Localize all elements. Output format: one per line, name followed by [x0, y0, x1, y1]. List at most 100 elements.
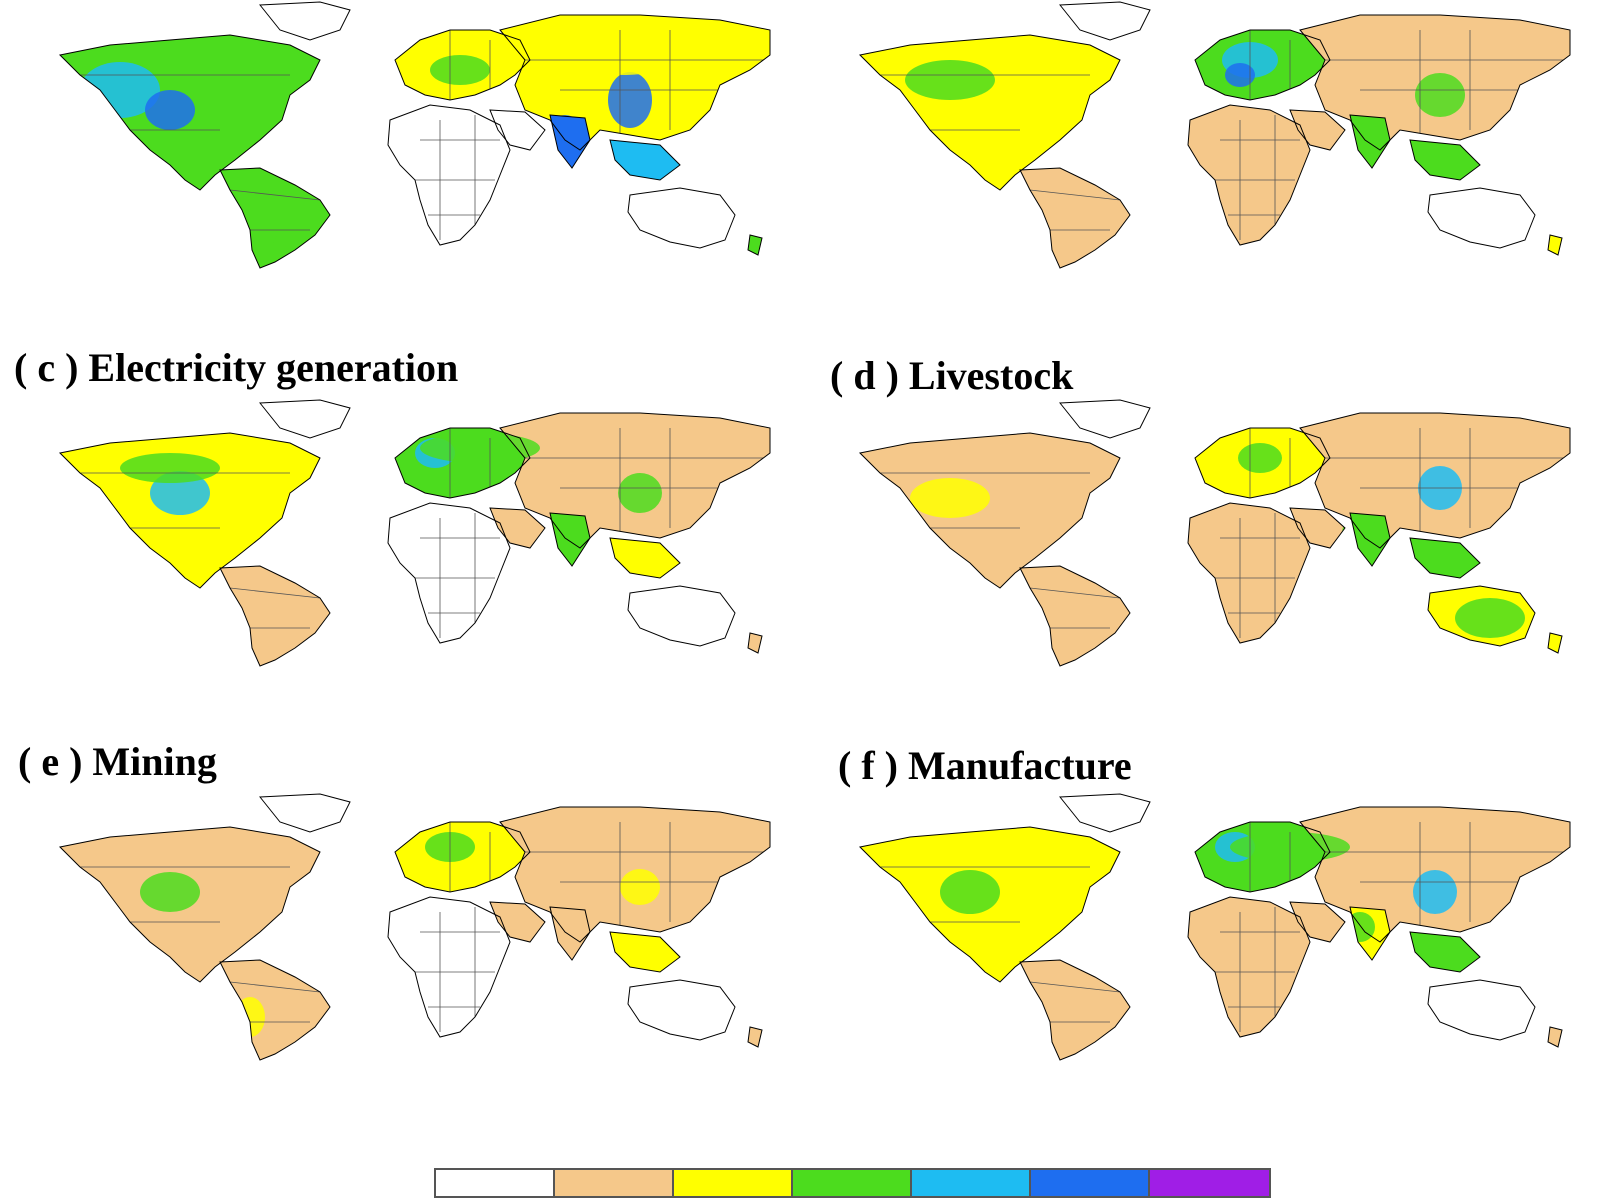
coastline [1289, 901, 1346, 943]
coastline [1409, 537, 1481, 579]
coastline [549, 114, 591, 169]
coastline [58, 826, 321, 983]
hotspot [1415, 73, 1465, 117]
region-southAmerica [1020, 168, 1130, 268]
region-africa [1188, 105, 1310, 245]
coastline [219, 565, 331, 667]
region-seAsia [610, 538, 680, 578]
coastline [1349, 512, 1391, 567]
country-borders-b [880, 30, 1570, 240]
border-line [1029, 189, 1121, 201]
panel-title-e: ( e ) Mining [18, 739, 217, 784]
region-nz [748, 1027, 762, 1047]
world-map-c [58, 399, 771, 667]
coastline [1349, 906, 1391, 961]
hotspots-b [905, 42, 1465, 150]
coastline [394, 821, 531, 893]
hotspot [1345, 912, 1375, 942]
coastline [58, 34, 321, 191]
coastline [858, 432, 1121, 589]
world-map-f [858, 793, 1571, 1061]
coastline [609, 537, 681, 579]
region-southAmerica [1020, 566, 1130, 666]
region-greenland [1060, 400, 1150, 438]
region-africa [388, 503, 510, 643]
coastline [394, 29, 531, 101]
region-australia [628, 188, 735, 248]
coastline [1299, 14, 1571, 151]
legend-colorbar [434, 1168, 1271, 1198]
hotspot [1455, 598, 1525, 638]
coastline [387, 104, 511, 246]
coastline [1194, 821, 1331, 893]
map-panel-a [20, 0, 780, 270]
panel-title-c: ( c ) Electricity generation [14, 345, 459, 390]
coastline [1289, 109, 1346, 151]
land-c [58, 399, 771, 667]
hotspot [1358, 120, 1382, 150]
region-seAsia [1410, 932, 1480, 972]
coastline [489, 109, 546, 151]
coastline [258, 793, 351, 833]
legend-swatch-1 [436, 1170, 555, 1196]
region-arabia [490, 902, 545, 942]
region-northAmerica [860, 433, 1120, 588]
coastline [489, 507, 546, 549]
coastline [387, 502, 511, 644]
country-borders-e [80, 822, 770, 1032]
region-greenland [260, 2, 350, 40]
coastline [1299, 412, 1571, 549]
legend-swatch-3 [674, 1170, 793, 1196]
country-borders-d [880, 428, 1570, 638]
coastline [499, 412, 771, 549]
coastline [1058, 399, 1151, 439]
world-map-d [858, 399, 1571, 667]
region-nz [1548, 1027, 1562, 1047]
legend-swatch-5 [912, 1170, 1031, 1196]
coastline [1187, 104, 1311, 246]
hotspot [420, 433, 540, 463]
coastline [627, 187, 736, 249]
hotspot [608, 72, 652, 128]
panel-title-d: ( d ) Livestock [830, 353, 1074, 398]
region-africa [388, 105, 510, 245]
region-australia [1428, 980, 1535, 1040]
coastline [499, 14, 771, 151]
region-australia [628, 980, 735, 1040]
coastline [1058, 793, 1151, 833]
coastline [219, 959, 331, 1061]
legend-swatch-4 [793, 1170, 912, 1196]
coastline [58, 432, 321, 589]
hotspot [1238, 443, 1282, 473]
region-australia [628, 586, 735, 646]
map-panel-c [20, 398, 780, 668]
region-arabia [1290, 902, 1345, 942]
land-e [58, 793, 771, 1061]
coastline [627, 979, 736, 1041]
hotspot [1413, 870, 1457, 914]
coastline [747, 234, 763, 256]
border-line [1029, 981, 1121, 993]
region-greenland [260, 794, 350, 832]
coastline [489, 901, 546, 943]
region-seAsia [1410, 538, 1480, 578]
coastline [627, 585, 736, 647]
region-northAmerica [860, 35, 1120, 190]
country-borders-a [80, 30, 770, 240]
coastline [1187, 502, 1311, 644]
hotspot [910, 478, 990, 518]
coastline [1299, 806, 1571, 943]
coastline [609, 931, 681, 973]
legend-swatch-7 [1150, 1170, 1269, 1196]
border-line [229, 981, 321, 993]
land-d [858, 399, 1571, 667]
hotspot [120, 453, 220, 483]
region-seAsia [610, 932, 680, 972]
map-panel-f [820, 792, 1580, 1062]
hotspot [905, 60, 995, 100]
coastline [387, 896, 511, 1038]
coastline [1187, 896, 1311, 1038]
hotspot [430, 55, 490, 85]
region-arabia [490, 508, 545, 548]
coastline [1194, 427, 1331, 499]
